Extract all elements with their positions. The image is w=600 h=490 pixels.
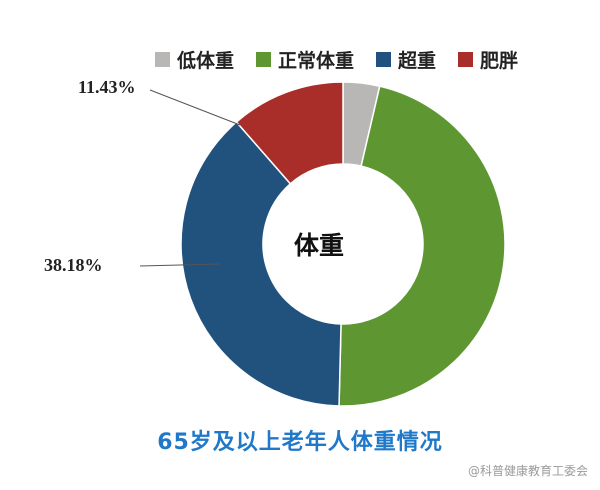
legend-label-obese: 肥胖 [480,50,519,72]
data-label-obese: 11.43% [78,77,136,97]
legend: 低体重 正常体重 超重 肥胖 [155,46,540,73]
watermark: @科普健康教育工委会 [467,464,588,478]
slice-overweight [180,120,342,407]
chart-title: 65岁及以上老年人体重情况 [157,430,443,455]
legend-item-normal: 正常体重 [256,46,354,73]
legend-item-obese: 肥胖 [458,46,518,73]
legend-swatch-normal [256,52,272,67]
slice-obese [235,81,344,185]
legend-label-overweight: 超重 [398,50,437,72]
slice-normal [338,85,506,407]
legend-label-normal: 正常体重 [278,50,355,72]
legend-item-overweight: 超重 [376,46,436,73]
legend-swatch-overweight [376,52,392,67]
legend-swatch-obese [458,52,474,67]
legend-label-underweight: 低体重 [177,50,235,72]
data-label-overweight: 38.18% [44,255,103,275]
legend-item-underweight: 低体重 [155,46,234,73]
leader-line-overweight [139,263,221,267]
donut-center-label: 体重 [294,231,345,260]
leader-line-obese [149,89,241,126]
legend-swatch-underweight [155,52,170,67]
